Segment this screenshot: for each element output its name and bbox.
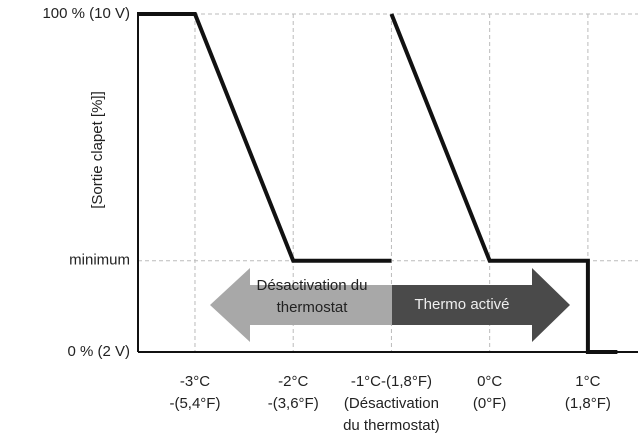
y-axis-label: [Sortie clapet [%]] bbox=[89, 91, 106, 209]
x-tick-label: 1°C (1,8°F) bbox=[565, 373, 611, 412]
y-tick-label: 0 % (2 V) bbox=[67, 343, 130, 360]
data-line bbox=[138, 12, 618, 354]
x-tick-label: -2°C -(3,6°F) bbox=[268, 373, 319, 412]
x-tick-label: -3°C -(5,4°F) bbox=[169, 373, 220, 412]
active-arrow bbox=[392, 268, 570, 342]
x-tick-label: 0°C (0°F) bbox=[473, 373, 507, 412]
y-tick-label: minimum bbox=[69, 252, 130, 269]
annotation: Désactivation du thermostat bbox=[257, 277, 368, 316]
annotation: Thermo activé bbox=[414, 296, 509, 313]
x-tick-label: -1°C-(1,8°F) (Désactivation du thermostat) bbox=[343, 373, 440, 434]
deactivation-arrow bbox=[210, 268, 392, 342]
y-tick-label: 100 % (10 V) bbox=[42, 5, 130, 22]
